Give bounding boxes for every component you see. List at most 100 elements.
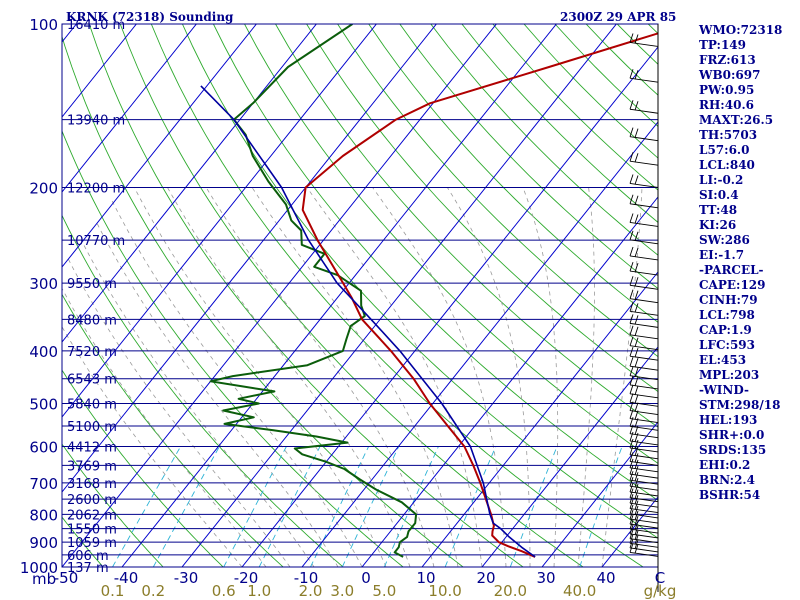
wind-barb [629,409,659,424]
temperature-tick-label: 0 [361,569,371,587]
wind-barb [629,524,659,539]
wind-barb-flag [629,366,634,376]
pressure-label: 600 [29,439,58,457]
wind-barb-flag [634,539,639,550]
wind-barb [629,33,659,47]
wind-barb [629,417,659,431]
mixing-ratio-label: 20.0 [494,582,527,600]
height-label: 5840 m [67,398,117,413]
temperature-trace [301,32,658,558]
wind-barb [629,538,659,553]
temperature-tick-label: 30 [536,569,555,587]
wind-barb-flag [634,315,639,325]
index-line: LCL:798 [699,308,755,322]
wind-barb [629,514,659,529]
index-line: LI:-0.2 [699,173,744,187]
wind-barb-flag [634,510,639,521]
mixing-ratio-line [444,446,497,567]
height-label: 6543 m [67,373,117,388]
wind-barb-flag [629,471,634,481]
wind-barb-flag [629,514,634,525]
wind-barb [629,152,659,166]
wind-barb-flag [629,482,634,493]
wind-barb-flag [629,194,634,204]
wind-barb-flag [634,290,639,300]
wind-barb-flag [629,213,634,223]
wind-barb [629,499,659,514]
height-label: 3168 m [67,477,117,492]
index-line: L57:6.0 [699,143,750,157]
wind-barb-flag [634,385,639,395]
index-line: SI:0.4 [699,188,739,202]
wind-barb-flag [629,246,634,257]
index-line: TH:5703 [699,128,758,142]
wind-barb-flag [629,384,634,394]
mixing-ratio-label: 0.2 [141,582,165,600]
mixing-ratio-line [509,446,558,567]
wind-barb [629,375,659,390]
wind-barb [629,494,659,508]
isotherm [62,24,317,343]
wind-barb-flag [634,544,639,554]
mixing-ratio-label: 3.0 [330,582,354,600]
wind-barb-flag [634,478,639,488]
height-label: 2600 m [67,493,117,508]
temperature-tick-label: -30 [174,569,199,587]
isotherm [421,271,658,567]
temperature-tick-label: -50 [54,569,79,587]
sounding-traces [200,24,658,558]
pressure-label: 1000 [20,559,58,577]
wind-barb-flag [634,195,639,205]
wind-barb-flag [634,175,639,185]
wind-barb [629,261,659,276]
pressure-label: 800 [29,506,58,524]
height-label: 606 m [67,549,109,564]
dewpoint-trace [209,24,418,558]
wind-barb [629,194,659,209]
pressure-label: 100 [29,16,58,34]
temperature-tick-label: 20 [476,569,495,587]
wind-barb-flag [629,33,634,43]
height-label: 12200 m [67,181,125,196]
isotherm [361,196,658,567]
isotherm [62,24,437,493]
isotherm [62,24,257,268]
wind-barb-flag [629,504,634,515]
wind-barb-flag [629,289,634,299]
wind-barb [629,509,659,524]
index-line: MPL:203 [699,368,760,382]
wind-barb-flag [634,425,639,435]
wind-barb [629,230,659,245]
index-line: EL:453 [699,353,747,367]
wind-barb-flag [629,519,634,530]
wind-barb-flag [634,394,639,404]
wind-barb-flag [634,262,639,273]
mixing-ratio-line [383,446,439,567]
wind-barb-flag [634,214,639,224]
wind-barb [629,431,659,446]
wind-barb-flag [629,534,634,544]
wind-barb-flag [634,410,639,420]
index-line: -PARCEL- [699,263,764,277]
wind-barb-flag [629,336,634,346]
moist-adiabat [62,325,243,567]
index-line: EI:-1.7 [699,248,745,262]
wind-barb [629,401,659,416]
stability-indices-panel: WMO:72318 TP:149 FRZ:613 WB0:697 PW:0.95 RH:4… [699,23,799,503]
wind-barb-flag [629,127,634,137]
height-label: 5100 m [67,420,117,435]
wind-barb-flag [629,543,634,553]
wind-barb-flag [634,303,639,313]
pressure-label: 400 [29,343,58,361]
wind-barb-flag [629,230,634,240]
wind-barb-flag [629,424,634,434]
wind-barb-flag [634,128,639,138]
wind-barbs [629,33,659,557]
sounding-time: 2300Z 29 APR 85 [560,10,676,24]
wind-barb-flag [629,464,634,475]
index-line: BSHR:54 [699,488,761,502]
wind-barb-flag [629,325,634,335]
mixing-ratio-label: 5.0 [372,582,396,600]
index-line: HEL:193 [699,413,758,427]
